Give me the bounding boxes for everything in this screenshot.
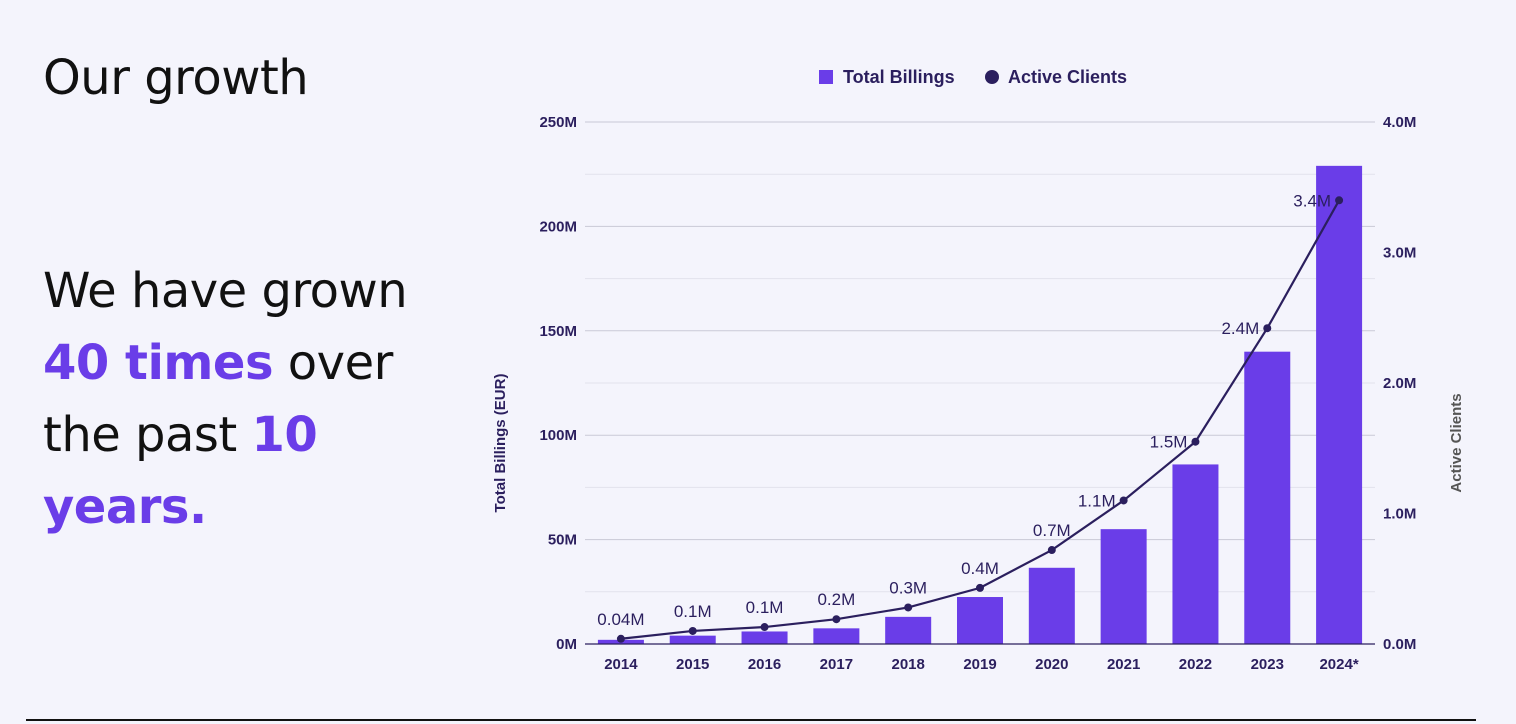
x-tick-label: 2024* bbox=[1319, 656, 1358, 673]
point-active-clients bbox=[976, 583, 984, 592]
bar-total-billings bbox=[741, 631, 788, 644]
data-label-active-clients: 0.7M bbox=[1033, 521, 1071, 540]
x-tick-label: 2019 bbox=[963, 656, 996, 673]
statement-highlight-times: 40 times bbox=[43, 335, 274, 391]
point-active-clients bbox=[1191, 437, 1200, 446]
x-tick-label: 2017 bbox=[820, 656, 853, 673]
data-label-active-clients: 1.1M bbox=[1078, 491, 1116, 510]
point-active-clients bbox=[1335, 196, 1344, 205]
y-tick-label-right: 0.0M bbox=[1383, 636, 1416, 653]
legend: Total Billings Active Clients bbox=[819, 67, 1127, 87]
legend-swatch-active-clients bbox=[985, 70, 999, 84]
point-active-clients bbox=[616, 634, 625, 643]
axes: 0M 50M 100M 150M 200M 250M 0.0M 1.0M 2.0M 3.0M 4.0… bbox=[539, 114, 1416, 673]
y-tick-label-left: 150M bbox=[539, 323, 577, 340]
y-tick-label-right: 3.0M bbox=[1383, 245, 1416, 262]
y-tick-label-left: 0M bbox=[556, 636, 577, 653]
data-label-active-clients: 0.1M bbox=[746, 598, 784, 617]
y-tick-label-left: 200M bbox=[539, 218, 577, 235]
bar-total-billings bbox=[813, 628, 860, 644]
point-active-clients bbox=[832, 615, 841, 624]
growth-chart: 0.04M 0.1M 0.1M 0.2M 0.3M 0.4M 0.7M 1.1M 1.5M 2.4… bbox=[480, 50, 1490, 690]
y-tick-label-left: 50M bbox=[548, 532, 577, 549]
chart-svg: 0.04M 0.1M 0.1M 0.2M 0.3M 0.4M 0.7M 1.1M 1.5M 2.4… bbox=[492, 67, 1465, 673]
x-tick-label: 2022 bbox=[1179, 656, 1212, 673]
line-series: 0.04M 0.1M 0.1M 0.2M 0.3M 0.4M 0.7M 1.1M 1.5M 2.4… bbox=[597, 191, 1344, 643]
point-active-clients bbox=[1047, 546, 1056, 555]
growth-statement: We have grown 40 times over the past 10 … bbox=[43, 255, 463, 543]
x-tick-label: 2018 bbox=[891, 656, 924, 673]
data-label-active-clients: 3.4M bbox=[1293, 191, 1331, 210]
data-label-active-clients: 0.04M bbox=[597, 610, 644, 629]
data-label-active-clients: 0.2M bbox=[817, 590, 855, 609]
bottom-divider bbox=[26, 719, 1476, 721]
x-tick-label: 2020 bbox=[1035, 656, 1068, 673]
bar-total-billings bbox=[1172, 464, 1219, 644]
legend-label-total-billings: Total Billings bbox=[843, 67, 955, 87]
bar-total-billings bbox=[669, 635, 716, 644]
data-label-active-clients: 2.4M bbox=[1221, 319, 1259, 338]
bar-total-billings bbox=[1028, 567, 1075, 644]
statement-text-2: over the past bbox=[43, 335, 393, 463]
bar-total-billings bbox=[957, 597, 1003, 644]
bar-total-billings bbox=[1244, 351, 1291, 644]
statement-text-1: We have grown bbox=[43, 263, 408, 319]
y-tick-label-right: 4.0M bbox=[1383, 114, 1416, 131]
x-tick-label: 2014 bbox=[604, 656, 638, 673]
point-active-clients bbox=[1263, 324, 1272, 333]
x-tick-label: 2015 bbox=[676, 656, 709, 673]
data-label-active-clients: 0.1M bbox=[674, 602, 712, 621]
bars bbox=[597, 165, 1363, 644]
legend-swatch-total-billings bbox=[819, 70, 833, 84]
point-active-clients bbox=[688, 626, 697, 635]
bar-total-billings bbox=[1100, 529, 1147, 644]
data-label-active-clients: 0.4M bbox=[961, 559, 999, 578]
bar-total-billings bbox=[1316, 165, 1363, 644]
statement-highlight-years: 10 years. bbox=[43, 407, 318, 535]
point-active-clients bbox=[904, 603, 913, 612]
x-tick-label: 2021 bbox=[1107, 656, 1140, 673]
point-active-clients bbox=[760, 623, 769, 632]
x-tick-label: 2023 bbox=[1251, 656, 1284, 673]
y-axis-title-right: Active Clients bbox=[1448, 393, 1465, 492]
y-tick-label-right: 1.0M bbox=[1383, 506, 1416, 523]
bar-total-billings bbox=[885, 616, 932, 644]
y-axis-title-left: Total Billings (EUR) bbox=[492, 374, 509, 513]
y-tick-label-left: 250M bbox=[539, 114, 577, 131]
data-label-active-clients: 0.3M bbox=[889, 578, 927, 597]
point-active-clients bbox=[1119, 496, 1128, 505]
y-tick-label-right: 2.0M bbox=[1383, 375, 1416, 392]
legend-label-active-clients: Active Clients bbox=[1008, 67, 1127, 87]
page-heading: Our growth bbox=[43, 50, 309, 106]
y-tick-label-left: 100M bbox=[539, 427, 577, 444]
data-label-active-clients: 1.5M bbox=[1150, 433, 1188, 452]
x-tick-label: 2016 bbox=[748, 656, 781, 673]
